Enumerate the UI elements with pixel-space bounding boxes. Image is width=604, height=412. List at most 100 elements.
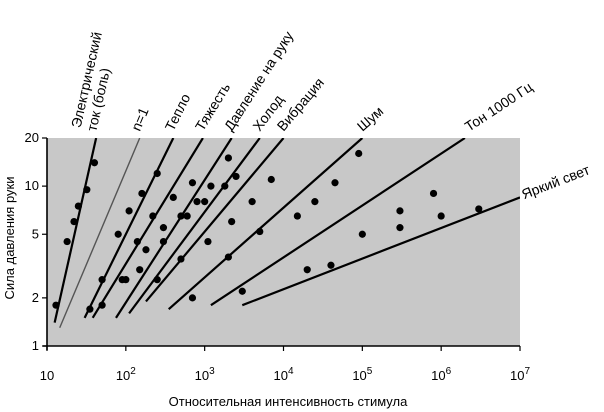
data-point	[52, 301, 60, 309]
y-axis-label: Сила давления руки	[2, 177, 17, 300]
x-tick-exp: 6	[446, 366, 452, 377]
x-tick-base: 10	[273, 368, 287, 383]
series-line-6	[145, 138, 285, 303]
data-point	[159, 237, 168, 246]
series-label-7: Шум	[354, 103, 387, 134]
data-point	[90, 159, 99, 167]
data-point	[355, 149, 363, 158]
data-point	[204, 237, 212, 246]
x-tick-label: 102	[116, 366, 136, 383]
x-tick-label: 107	[510, 366, 530, 383]
series-label-9: Яркий свет	[519, 161, 592, 202]
data-point	[303, 266, 311, 274]
x-tick-label: 103	[195, 366, 215, 383]
data-point	[232, 172, 240, 181]
data-point	[437, 212, 445, 220]
data-point	[475, 205, 483, 213]
data-point	[331, 179, 339, 187]
data-point	[63, 237, 71, 246]
y-tick-label: 5	[32, 226, 39, 241]
data-point	[224, 253, 232, 261]
data-point	[138, 189, 146, 198]
data-point	[267, 175, 275, 184]
data-point	[133, 237, 141, 246]
series-line-5	[128, 138, 261, 315]
series-label-line: Тон 1000 Гц	[462, 79, 536, 135]
y-tick-label: 1	[32, 338, 39, 353]
data-point	[153, 276, 161, 284]
x-tick-exp: 7	[524, 366, 530, 377]
series-label-1: n=1	[128, 105, 152, 133]
data-point	[228, 217, 236, 226]
data-point	[221, 182, 229, 190]
series-label-line: Яркий свет	[519, 161, 592, 202]
data-point	[207, 182, 215, 190]
data-point	[293, 212, 301, 220]
series-label-line: Шум	[354, 103, 387, 134]
data-point	[114, 230, 122, 238]
data-point	[429, 189, 438, 198]
data-point	[122, 276, 130, 284]
data-point	[224, 154, 232, 162]
data-point	[183, 212, 191, 220]
data-point	[149, 212, 157, 220]
data-point	[327, 261, 335, 269]
x-axis-label: Относительная интенсивность стимула	[169, 394, 408, 409]
data-point	[188, 294, 197, 302]
series-line-8	[210, 138, 466, 307]
x-tick-label: 106	[431, 366, 451, 383]
data-point	[193, 198, 201, 206]
data-point	[159, 224, 168, 232]
data-point	[396, 207, 404, 215]
x-tick-base: 10	[431, 368, 445, 383]
x-tick-exp: 4	[288, 366, 294, 377]
x-tick-exp: 2	[130, 366, 136, 377]
data-point	[142, 246, 150, 254]
data-point	[238, 287, 246, 295]
data-point	[86, 305, 94, 313]
series-lines	[53, 138, 520, 329]
x-tick-exp: 3	[209, 366, 215, 377]
plot-area	[47, 138, 520, 346]
series-points	[52, 149, 483, 313]
data-point	[188, 179, 197, 187]
data-point	[201, 198, 209, 206]
series-label-8: Тон 1000 Гц	[462, 79, 536, 135]
series-line-9	[241, 196, 520, 307]
data-point	[169, 193, 177, 202]
y-tick-label: 10	[25, 178, 39, 193]
x-tick-base: 10	[195, 368, 209, 383]
x-tick-label: 105	[352, 366, 372, 383]
series-label-2: Тепло	[162, 91, 194, 133]
data-point	[358, 230, 366, 238]
x-tick-base: 10	[510, 368, 524, 383]
x-tick-base: 10	[116, 368, 130, 383]
y-tick-label: 20	[25, 130, 39, 145]
series-line-7	[167, 138, 364, 310]
series-label-line: Тепло	[162, 91, 194, 133]
data-point	[311, 198, 319, 206]
data-point	[83, 186, 91, 194]
data-point	[125, 207, 133, 215]
series-line-4	[115, 138, 233, 319]
series-line-3	[91, 138, 204, 319]
data-point	[153, 169, 161, 178]
x-tick-exp: 5	[367, 366, 373, 377]
data-point	[248, 198, 256, 206]
series-line-2	[83, 138, 175, 319]
data-point	[98, 276, 106, 284]
x-tick-base: 10	[40, 368, 54, 383]
data-point	[136, 266, 144, 274]
series-label-0: Электрическийток (боль)	[68, 30, 121, 132]
data-point	[177, 255, 185, 263]
y-tick-label: 2	[32, 290, 39, 305]
series-label-line: n=1	[128, 105, 152, 133]
x-tick-label: 10	[40, 368, 54, 383]
data-point	[74, 202, 82, 210]
data-point	[98, 301, 106, 309]
data-point	[70, 217, 78, 226]
data-point	[256, 227, 264, 236]
data-point	[396, 224, 404, 232]
